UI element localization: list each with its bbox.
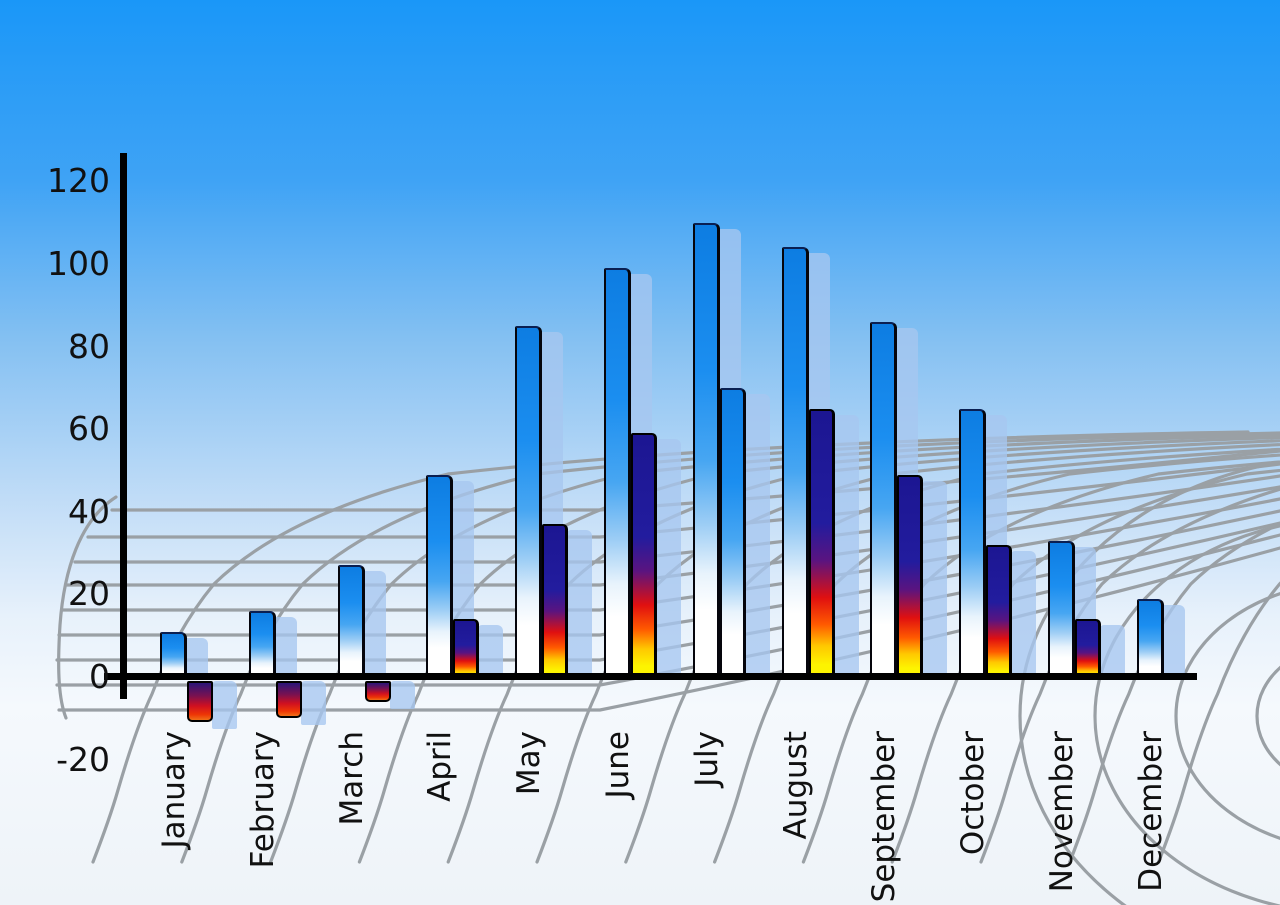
month-label-june: June (600, 731, 636, 799)
bar-july-secondary (719, 387, 746, 680)
bar-november-primary (1048, 540, 1075, 680)
bar-july-primary (692, 222, 720, 680)
y-tick-label-120: 120 (47, 161, 110, 201)
bar-shadow-december-primary (1159, 604, 1185, 677)
bar-shadow-march-secondary (389, 681, 415, 709)
bar-march-primary (337, 565, 365, 680)
bar-january-primary (160, 631, 187, 680)
bar-shadow-january-primary (183, 637, 208, 677)
bar-may-secondary (542, 524, 569, 680)
bar-november-secondary (1075, 619, 1101, 680)
bar-september-secondary (897, 474, 924, 680)
bar-shadow-april-secondary (478, 625, 504, 677)
month-label-april: April (422, 731, 459, 802)
month-label-january: January (156, 731, 192, 849)
bar-shadow-august-secondary (833, 414, 859, 677)
y-tick-label-100: 100 (47, 244, 110, 283)
bar-april-secondary (453, 619, 480, 680)
bar-shadow-november-secondary (1100, 625, 1125, 677)
x-axis-baseline (104, 673, 1197, 680)
month-label-august: August (777, 731, 814, 840)
bar-february-secondary (275, 681, 302, 719)
y-tick-label--20: -20 (56, 739, 110, 779)
y-tick-label-20: 20 (68, 574, 110, 614)
bar-august-primary (781, 247, 809, 680)
bar-shadow-may-secondary (567, 530, 593, 677)
bar-december-primary (1136, 598, 1164, 680)
bar-june-primary (604, 268, 631, 680)
bar-march-secondary (364, 681, 391, 702)
bar-shadow-july-secondary (744, 393, 770, 677)
bar-october-secondary (986, 544, 1013, 680)
month-label-may: May (511, 731, 548, 796)
bar-may-primary (515, 325, 543, 680)
month-label-march: March (333, 731, 370, 826)
bar-shadow-june-secondary (656, 439, 681, 677)
bar-shadow-january-secondary (212, 681, 237, 730)
bar-january-secondary (187, 681, 213, 723)
bar-october-primary (959, 408, 987, 680)
bar-august-secondary (808, 408, 835, 680)
month-label-february: February (244, 731, 281, 869)
bar-shadow-march-primary (360, 571, 386, 677)
bar-june-secondary (631, 433, 657, 680)
bar-shadow-february-secondary (300, 681, 326, 726)
month-label-december: December (1132, 731, 1169, 892)
y-tick-label-0: 0 (89, 657, 110, 696)
y-tick-label-60: 60 (68, 409, 110, 449)
bar-shadow-september-secondary (922, 480, 948, 677)
month-label-october: October (955, 731, 992, 856)
month-label-september: September (866, 731, 903, 903)
bar-shadow-october-secondary (1011, 550, 1037, 677)
month-label-july: July (688, 731, 725, 787)
bar-april-primary (426, 474, 454, 680)
bar-shadow-february-primary (271, 616, 297, 677)
month-label-november: November (1044, 731, 1080, 893)
y-tick-label-80: 80 (68, 326, 110, 366)
bar-september-primary (870, 321, 898, 680)
y-tick-label-40: 40 (68, 491, 110, 531)
bar-february-primary (248, 610, 276, 680)
y-axis-line (120, 153, 127, 699)
